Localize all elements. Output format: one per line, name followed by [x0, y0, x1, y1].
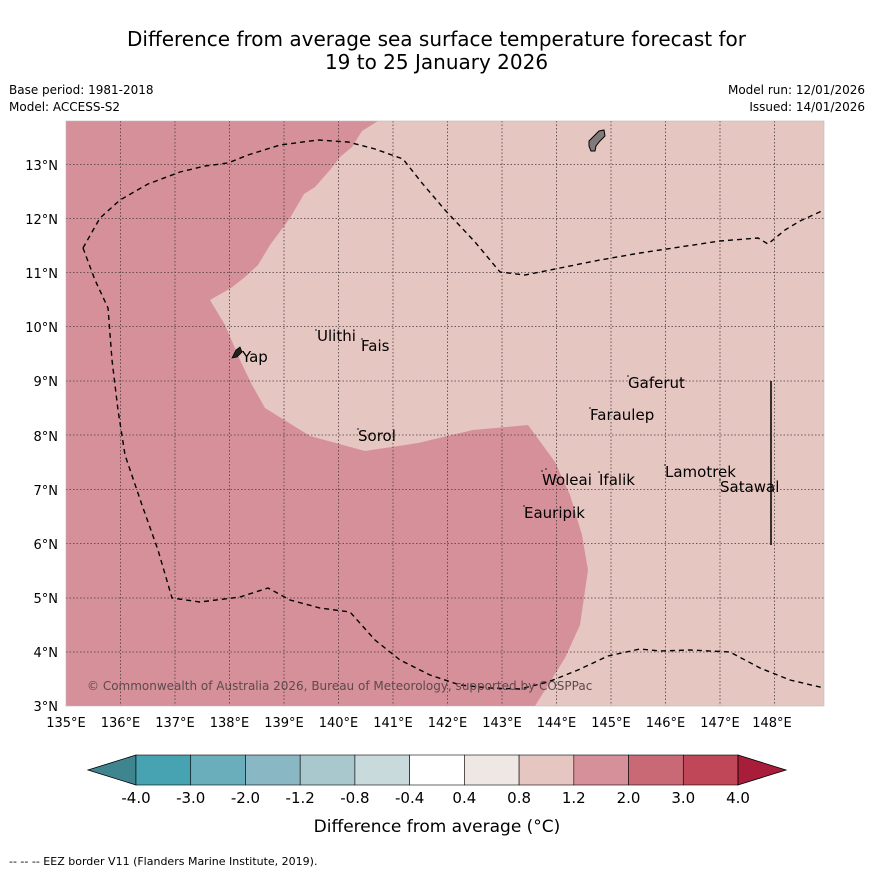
- lon-label: 140°E: [319, 716, 359, 731]
- place-label-fais: Fais: [361, 337, 390, 355]
- colorbar-segment: [518, 754, 575, 786]
- copyright-notice: © Commonwealth of Australia 2026, Bureau…: [87, 679, 592, 693]
- place-label-woleai: Woleai: [542, 471, 592, 489]
- colorbar-tick-label: -2.0: [231, 789, 260, 807]
- lat-label: 6°N: [34, 538, 59, 553]
- colorbar-segment: [464, 754, 520, 786]
- lon-label: 146°E: [646, 716, 686, 731]
- guam-island: [588, 129, 606, 152]
- colorbar-tick-label: 0.8: [507, 789, 531, 807]
- title-line-1: Difference from average sea surface temp…: [126, 27, 746, 51]
- colorbar-tick-label: -3.0: [176, 789, 205, 807]
- lat-label: 13°N: [25, 159, 58, 174]
- eez-border-fsm-palau: [82, 139, 824, 276]
- eez-border-west: [82, 247, 824, 690]
- chart-title: Difference from average sea surface temp…: [0, 28, 873, 74]
- eez-border-note: -- -- -- EEZ border V11 (Flanders Marine…: [9, 855, 317, 868]
- lon-label: 137°E: [155, 716, 195, 731]
- lat-label: 7°N: [34, 484, 59, 499]
- map-frame: [65, 120, 825, 707]
- colorbar-axis-label: Difference from average (°C): [314, 817, 561, 837]
- colorbar-segment: [682, 754, 739, 786]
- lat-label: 11°N: [25, 267, 58, 282]
- lon-label: 139°E: [264, 716, 304, 731]
- colorbar-segment: [245, 754, 301, 786]
- lon-label: 136°E: [101, 716, 141, 731]
- place-label-sorol: Sorol: [358, 427, 396, 445]
- lat-label: 4°N: [34, 646, 59, 661]
- colorbar-tick-label: 0.4: [452, 789, 476, 807]
- place-label-ifalik: Ifalik: [599, 471, 635, 489]
- lon-label: 141°E: [373, 716, 413, 731]
- place-label-faraulep: Faraulep: [590, 406, 654, 424]
- colorbar-tick-label: 4.0: [726, 789, 750, 807]
- place-label-gaferut: Gaferut: [628, 374, 685, 392]
- lat-label: 8°N: [34, 430, 59, 445]
- colorbar-segment: [628, 754, 684, 786]
- lat-label: 3°N: [34, 700, 59, 715]
- colorbar-tick-label: 1.2: [562, 789, 586, 807]
- colorbar-tick-label: -4.0: [121, 789, 150, 807]
- colorbar-segment: [354, 754, 410, 786]
- place-label-yap: Yap: [241, 348, 268, 366]
- lat-label: 10°N: [25, 321, 58, 336]
- colorbar-segment: [190, 754, 246, 786]
- anomaly-region-2-0-to-3-0: [66, 121, 588, 706]
- colorbar: [86, 754, 788, 786]
- colorbar-segment: [135, 754, 192, 786]
- colorbar-tick-label: -0.8: [340, 789, 369, 807]
- colorbar-segment: [299, 754, 356, 786]
- lon-label: 143°E: [482, 716, 522, 731]
- model-run: Model run: 12/01/2026: [727, 83, 865, 97]
- lon-label: 135°E: [46, 716, 86, 731]
- colorbar-extension-low: [86, 754, 137, 786]
- lat-label: 12°N: [25, 213, 58, 228]
- gridlines: [66, 121, 824, 706]
- place-label-satawal: Satawal: [720, 478, 779, 496]
- place-label-eauripik: Eauripik: [524, 504, 585, 522]
- colorbar-segment: [409, 754, 465, 786]
- place-label-lamotrek: Lamotrek: [665, 463, 736, 481]
- colorbar-extension-high: [737, 754, 788, 786]
- lon-label: 142°E: [428, 716, 468, 731]
- lat-label: 9°N: [34, 375, 59, 390]
- colorbar-segment: [573, 754, 629, 786]
- lon-label: 145°E: [591, 716, 631, 731]
- model-name: Model: ACCESS-S2: [9, 100, 121, 114]
- colorbar-tick-label: 2.0: [617, 789, 641, 807]
- issued-date: Issued: 14/01/2026: [749, 100, 865, 114]
- lon-label: 148°E: [752, 716, 792, 731]
- map-area: Yap Ulithi Fais Sorol Gaferut Faraulep W…: [66, 121, 824, 706]
- base-period: Base period: 1981-2018: [9, 83, 154, 97]
- colorbar-tick-label: -1.2: [286, 789, 315, 807]
- yap-island: [231, 346, 243, 359]
- title-line-2: 19 to 25 January 2026: [324, 50, 549, 74]
- atoll-dots: [315, 329, 721, 507]
- lon-label: 138°E: [210, 716, 250, 731]
- colorbar-tick-label: -0.4: [395, 789, 424, 807]
- lon-label: 147°E: [700, 716, 740, 731]
- place-label-ulithi: Ulithi: [317, 327, 356, 345]
- lon-label: 144°E: [537, 716, 577, 731]
- lat-label: 5°N: [34, 592, 59, 607]
- colorbar-tick-label: 3.0: [671, 789, 695, 807]
